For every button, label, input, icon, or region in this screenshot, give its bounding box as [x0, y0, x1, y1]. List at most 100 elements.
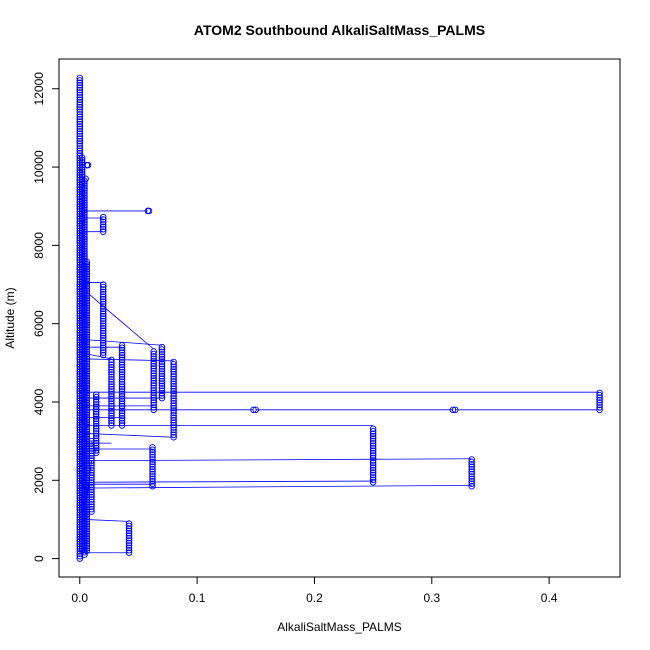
data-point [92, 391, 100, 398]
y-tick-label: 6000 [32, 310, 46, 337]
data-point [369, 440, 377, 447]
data-point [83, 270, 91, 278]
data-point [78, 171, 86, 178]
data-point [81, 197, 88, 204]
data-point [83, 268, 91, 275]
data-point [83, 290, 91, 297]
data-point [83, 401, 91, 409]
data-point [92, 403, 100, 411]
data-point [88, 508, 95, 515]
data-point [149, 465, 156, 473]
data-point [81, 231, 88, 238]
data-point [81, 247, 88, 255]
data-point [118, 393, 126, 400]
data-point [150, 348, 157, 355]
data-point [150, 375, 157, 382]
data-point [92, 408, 100, 415]
data-point [78, 168, 86, 176]
data-point [83, 430, 91, 438]
data-point [170, 414, 177, 422]
data-point [81, 189, 88, 197]
data-point [125, 520, 133, 527]
x-tick-label: 0.4 [541, 591, 558, 605]
connector-line [83, 458, 472, 462]
data-point [170, 426, 177, 434]
data-point [92, 398, 100, 406]
data-point [108, 393, 115, 400]
data-point [83, 525, 91, 533]
data-point [99, 332, 107, 339]
data-point [118, 368, 126, 376]
data-point [76, 79, 84, 87]
data-point [170, 419, 177, 426]
data-point [81, 187, 88, 194]
data-point [150, 382, 157, 389]
data-point [99, 317, 107, 325]
data-point [596, 396, 603, 404]
data-point [108, 373, 115, 381]
data-point [99, 310, 107, 317]
data-point [170, 429, 177, 436]
data-point [369, 449, 377, 457]
data-point [118, 342, 126, 349]
plot-frame [58, 58, 621, 578]
data-point [170, 421, 177, 429]
data-point [158, 346, 166, 353]
data-point [99, 286, 107, 293]
data-point [118, 349, 126, 356]
data-point [596, 394, 603, 401]
data-point [99, 339, 107, 347]
data-point [99, 216, 107, 223]
data-point [81, 226, 88, 233]
data-point [149, 482, 156, 490]
data-point [83, 360, 91, 368]
data-point [108, 359, 115, 366]
data-point [83, 394, 91, 402]
data-point [596, 391, 603, 399]
data-point [118, 402, 126, 410]
data-point [83, 295, 91, 302]
data-point [99, 223, 107, 231]
data-point [468, 468, 475, 475]
data-point [158, 377, 166, 385]
data-point [108, 414, 115, 422]
data-point [170, 402, 177, 409]
data-point [145, 207, 153, 215]
data-point [596, 406, 603, 414]
data-point [369, 435, 377, 442]
data-point [118, 363, 126, 371]
data-point [76, 123, 84, 130]
data-point [92, 420, 100, 428]
data-point [88, 486, 95, 494]
data-point [99, 315, 107, 322]
data-point [99, 351, 107, 359]
data-point [83, 418, 91, 426]
data-point [92, 444, 100, 452]
data-point [76, 74, 84, 82]
data-point [170, 431, 177, 439]
data-point [78, 154, 86, 161]
data-point [158, 351, 166, 358]
data-point [596, 389, 603, 397]
data-point [92, 447, 100, 454]
data-point [125, 527, 133, 535]
data-point [118, 414, 126, 422]
data-point [99, 334, 107, 342]
data-point [118, 371, 126, 378]
data-point [83, 392, 91, 399]
data-point [83, 528, 91, 535]
data-point [118, 417, 126, 424]
data-point [468, 470, 475, 478]
data-point [76, 135, 84, 142]
data-point [150, 379, 157, 387]
data-point [83, 397, 91, 404]
data-point [88, 481, 95, 489]
data-point [99, 221, 107, 228]
data-point [83, 367, 91, 375]
data-point [170, 363, 177, 371]
data-point [81, 238, 88, 245]
data-point [92, 427, 100, 435]
data-point [170, 404, 177, 412]
data-point [88, 488, 95, 496]
